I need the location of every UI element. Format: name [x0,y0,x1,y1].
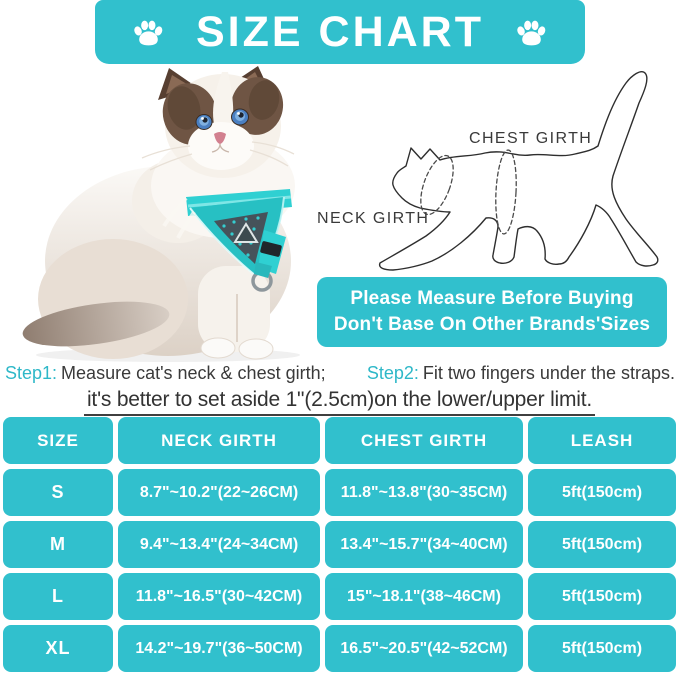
paw-icon [134,20,163,45]
notice-line1: Please Measure Before Buying [350,288,634,309]
table-cell-neck-l: 11.8"~16.5"(30~42CM) [118,573,320,620]
table-cell-size-m: M [3,521,113,568]
column-header-chest: CHEST GIRTH [325,417,523,464]
step2-text: Fit two fingers under the straps. [422,363,675,383]
harness-logo-badge [233,222,259,243]
table-cell-leash-s: 5ft(150cm) [528,469,676,516]
table-cell-size-xl: XL [3,625,113,672]
column-header-leash: LEASH [528,417,676,464]
cat-harness [186,189,292,292]
chest-girth-label: CHEST GIRTH [469,130,593,147]
table-cell-neck-m: 9.4"~13.4"(24~34CM) [118,521,320,568]
table-cell-neck-xl: 14.2"~19.7"(36~50CM) [118,625,320,672]
table-cell-chest-l: 15"~18.1"(38~46CM) [325,573,523,620]
table-cell-size-l: L [3,573,113,620]
step2-label: Step2: [366,363,419,383]
chest-girth-ellipse [495,149,517,235]
measure-steps: Step1: Measure cat's neck & chest girth;… [5,363,675,384]
measure-notice: Please Measure Before Buying Don't Base … [317,277,667,347]
cat-tail [22,301,170,347]
step1-label: Step1: [5,363,58,383]
size-note-text: it's better to set aside 1"(2.5cm)on the… [83,388,596,416]
size-table: SIZE NECK GIRTH CHEST GIRTH LEASH S 8.7"… [3,417,676,672]
column-header-size: SIZE [3,417,113,464]
cat-nose [214,132,226,144]
notice-line2: Don't Base On Other Brands'Sizes [333,314,651,335]
table-cell-chest-m: 13.4"~15.7"(34~40CM) [325,521,523,568]
size-note: it's better to set aside 1"(2.5cm)on the… [0,388,679,416]
step2: Step2: Fit two fingers under the straps. [367,363,675,384]
step1-text: Measure cat's neck & chest girth; [61,363,326,383]
table-cell-leash-xl: 5ft(150cm) [528,625,676,672]
table-cell-leash-m: 5ft(150cm) [528,521,676,568]
neck-girth-ellipse [420,154,454,216]
cat-eyes [195,108,249,130]
size-chart-banner: SIZE CHART [95,0,585,64]
cat-photo-illustration [22,66,300,362]
cat-outline [378,71,659,271]
step1: Step1: Measure cat's neck & chest girth; [5,363,326,384]
page-title: SIZE CHART [196,7,484,56]
cat-measure-diagram [378,71,659,271]
table-cell-chest-s: 11.8"~13.8"(30~35CM) [325,469,523,516]
table-cell-chest-xl: 16.5"~20.5"(42~52CM) [325,625,523,672]
table-cell-leash-l: 5ft(150cm) [528,573,676,620]
neck-girth-label: NECK GIRTH [317,210,430,227]
paw-icon [517,20,546,45]
table-cell-size-s: S [3,469,113,516]
column-header-neck: NECK GIRTH [118,417,320,464]
table-cell-neck-s: 8.7"~10.2"(22~26CM) [118,469,320,516]
